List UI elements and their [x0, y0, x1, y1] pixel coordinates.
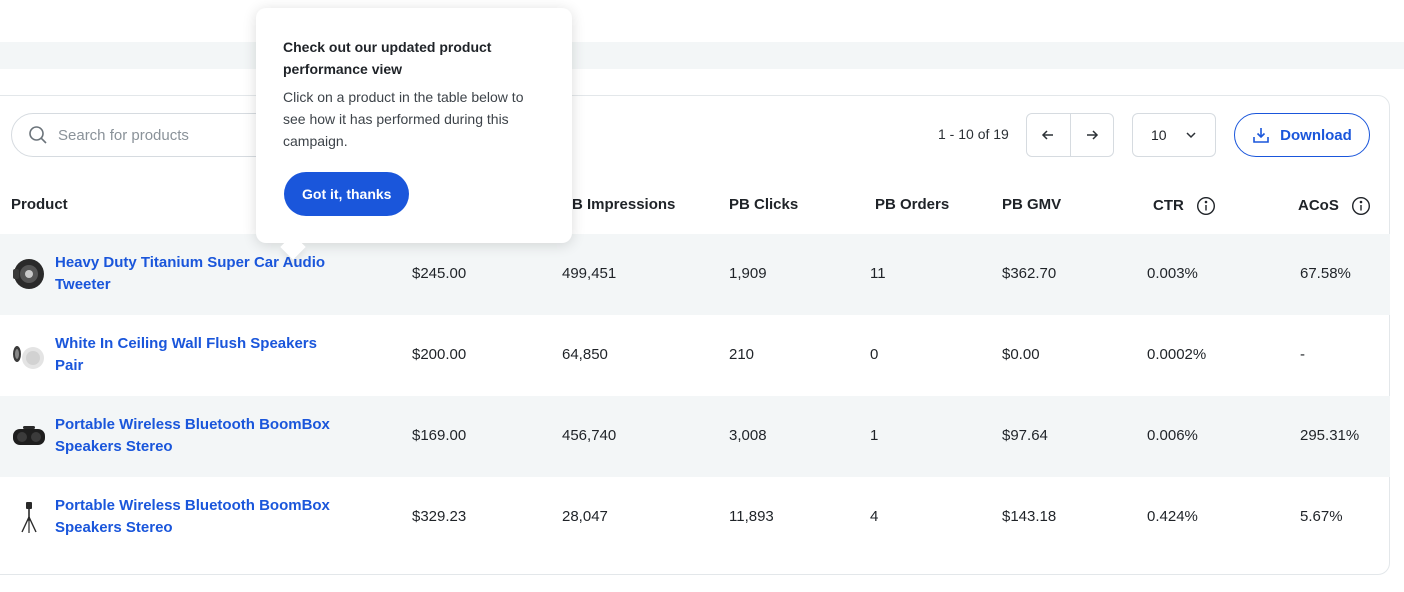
ctr-cell: 0.424% [1147, 508, 1198, 525]
dismiss-tooltip-button[interactable]: Got it, thanks [284, 172, 410, 216]
product-link[interactable]: Heavy Duty Titanium Super Car Audio Twee… [55, 254, 326, 293]
chevron-down-icon [1186, 132, 1196, 139]
header-gmv[interactable]: PB GMV [1002, 196, 1062, 213]
ctr-cell: 0.006% [1147, 427, 1198, 444]
search-input[interactable] [58, 126, 278, 144]
product-link[interactable]: White In Ceiling Wall Flush Speakers Pai… [55, 335, 317, 374]
impressions-cell: 499,451 [562, 265, 617, 282]
orders-cell: 0 [870, 346, 879, 363]
price-cell: $329.23 [412, 508, 467, 525]
acos-cell: 295.31% [1300, 427, 1360, 444]
info-icon[interactable] [1196, 196, 1216, 216]
acos-cell: - [1300, 346, 1305, 363]
orders-cell: 11 [870, 265, 886, 282]
ctr-cell: 0.003% [1147, 265, 1198, 282]
tweeter-thumbnail [13, 259, 44, 289]
tooltip-body: Click on a product in the table below to… [283, 89, 524, 149]
acos-cell: 67.58% [1300, 265, 1351, 282]
clicks-cell: 11,893 [729, 508, 774, 525]
onboarding-tooltip: Check out our updated product performanc… [256, 8, 572, 260]
gmv-cell: $143.18 [1002, 508, 1057, 525]
pagination-info: 1 - 10 of 19 [938, 126, 1009, 142]
impressions-cell: 456,740 [562, 427, 617, 444]
clicks-cell: 1,909 [729, 265, 767, 282]
clicks-cell: 3,008 [729, 427, 767, 444]
arrow-left-icon [1042, 130, 1054, 140]
table-row[interactable]: Portable Wireless Bluetooth BoomBox Spea… [0, 396, 1390, 477]
header-clicks[interactable]: PB Clicks [729, 196, 799, 213]
per-page-value: 10 [1151, 127, 1167, 143]
download-label: Download [1280, 126, 1352, 144]
boombox-thumbnail [13, 426, 45, 445]
acos-cell: 5.67% [1300, 508, 1343, 525]
table-row[interactable]: Heavy Duty Titanium Super Car Audio Twee… [0, 234, 1390, 315]
tripod-speaker-thumbnail [21, 502, 37, 533]
download-button[interactable]: Download [1234, 113, 1370, 157]
arrow-right-icon [1086, 130, 1098, 140]
per-page-select[interactable]: 10 [1132, 113, 1216, 157]
price-cell: $245.00 [412, 265, 467, 282]
ctr-cell: 0.0002% [1147, 346, 1207, 363]
search-icon [29, 126, 47, 144]
products-card [0, 95, 1390, 575]
pager [1026, 113, 1114, 157]
price-cell: $200.00 [412, 346, 467, 363]
tooltip-title: Check out our updated product performanc… [283, 39, 492, 77]
top-band [0, 42, 1404, 69]
impressions-cell: 64,850 [562, 346, 608, 363]
header-acos-label: ACoS [1298, 196, 1339, 214]
info-icon[interactable] [1351, 196, 1371, 216]
impressions-cell: 28,047 [562, 508, 608, 525]
gmv-cell: $0.00 [1002, 346, 1040, 363]
table-row[interactable]: Portable Wireless Bluetooth BoomBox Spea… [0, 477, 1390, 558]
ceiling-speaker-thumbnail [13, 346, 44, 369]
orders-cell: 1 [870, 427, 879, 444]
header-ctr[interactable]: CTR [1153, 196, 1216, 216]
header-product[interactable]: Product [11, 196, 68, 213]
header-orders[interactable]: PB Orders [875, 196, 950, 213]
next-page-button[interactable] [1070, 114, 1113, 156]
product-link[interactable]: Portable Wireless Bluetooth BoomBox Spea… [55, 497, 330, 536]
clicks-cell: 210 [729, 346, 755, 363]
download-icon [1253, 128, 1269, 143]
price-cell: $169.00 [412, 427, 467, 444]
product-link[interactable]: Portable Wireless Bluetooth BoomBox Spea… [55, 416, 330, 455]
gmv-cell: $97.64 [1002, 427, 1048, 444]
header-ctr-label: CTR [1153, 196, 1184, 214]
header-impressions[interactable]: PB Impressions [562, 196, 676, 213]
header-acos[interactable]: ACoS [1298, 196, 1371, 216]
gmv-cell: $362.70 [1002, 265, 1057, 282]
prev-page-button[interactable] [1027, 114, 1071, 156]
orders-cell: 4 [870, 508, 879, 525]
table-row[interactable]: White In Ceiling Wall Flush Speakers Pai… [0, 315, 1390, 396]
